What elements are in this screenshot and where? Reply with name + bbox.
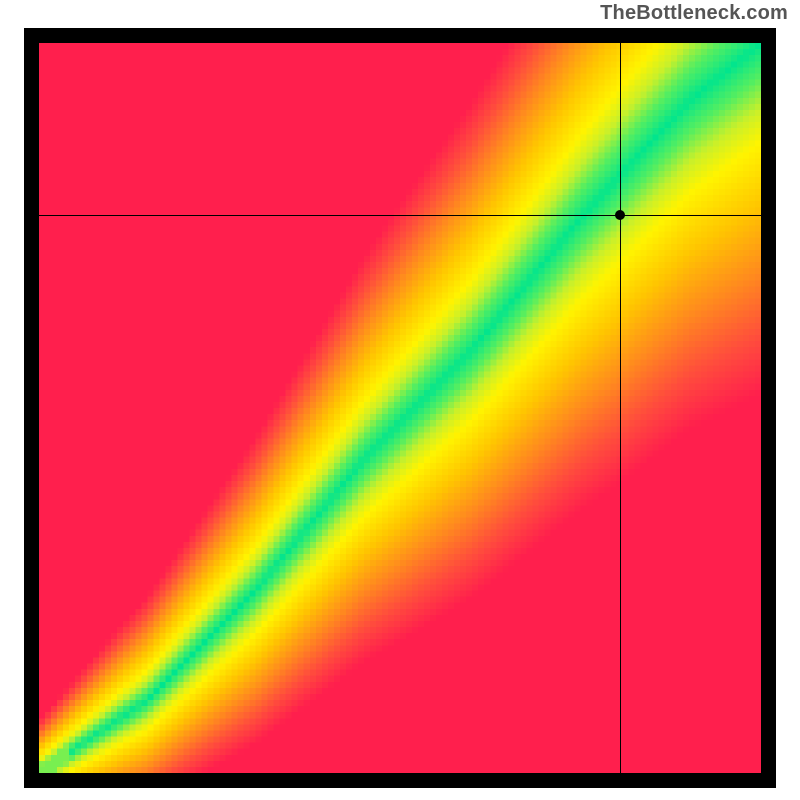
heatmap-canvas — [39, 43, 761, 773]
crosshair-point — [615, 210, 625, 220]
crosshair-vertical — [620, 43, 621, 773]
plot-frame — [24, 28, 776, 788]
chart-container: { "watermark_text": "TheBottleneck.com",… — [0, 0, 800, 800]
watermark-text: TheBottleneck.com — [600, 2, 788, 25]
crosshair-horizontal — [39, 215, 761, 216]
plot-inner — [39, 43, 761, 773]
